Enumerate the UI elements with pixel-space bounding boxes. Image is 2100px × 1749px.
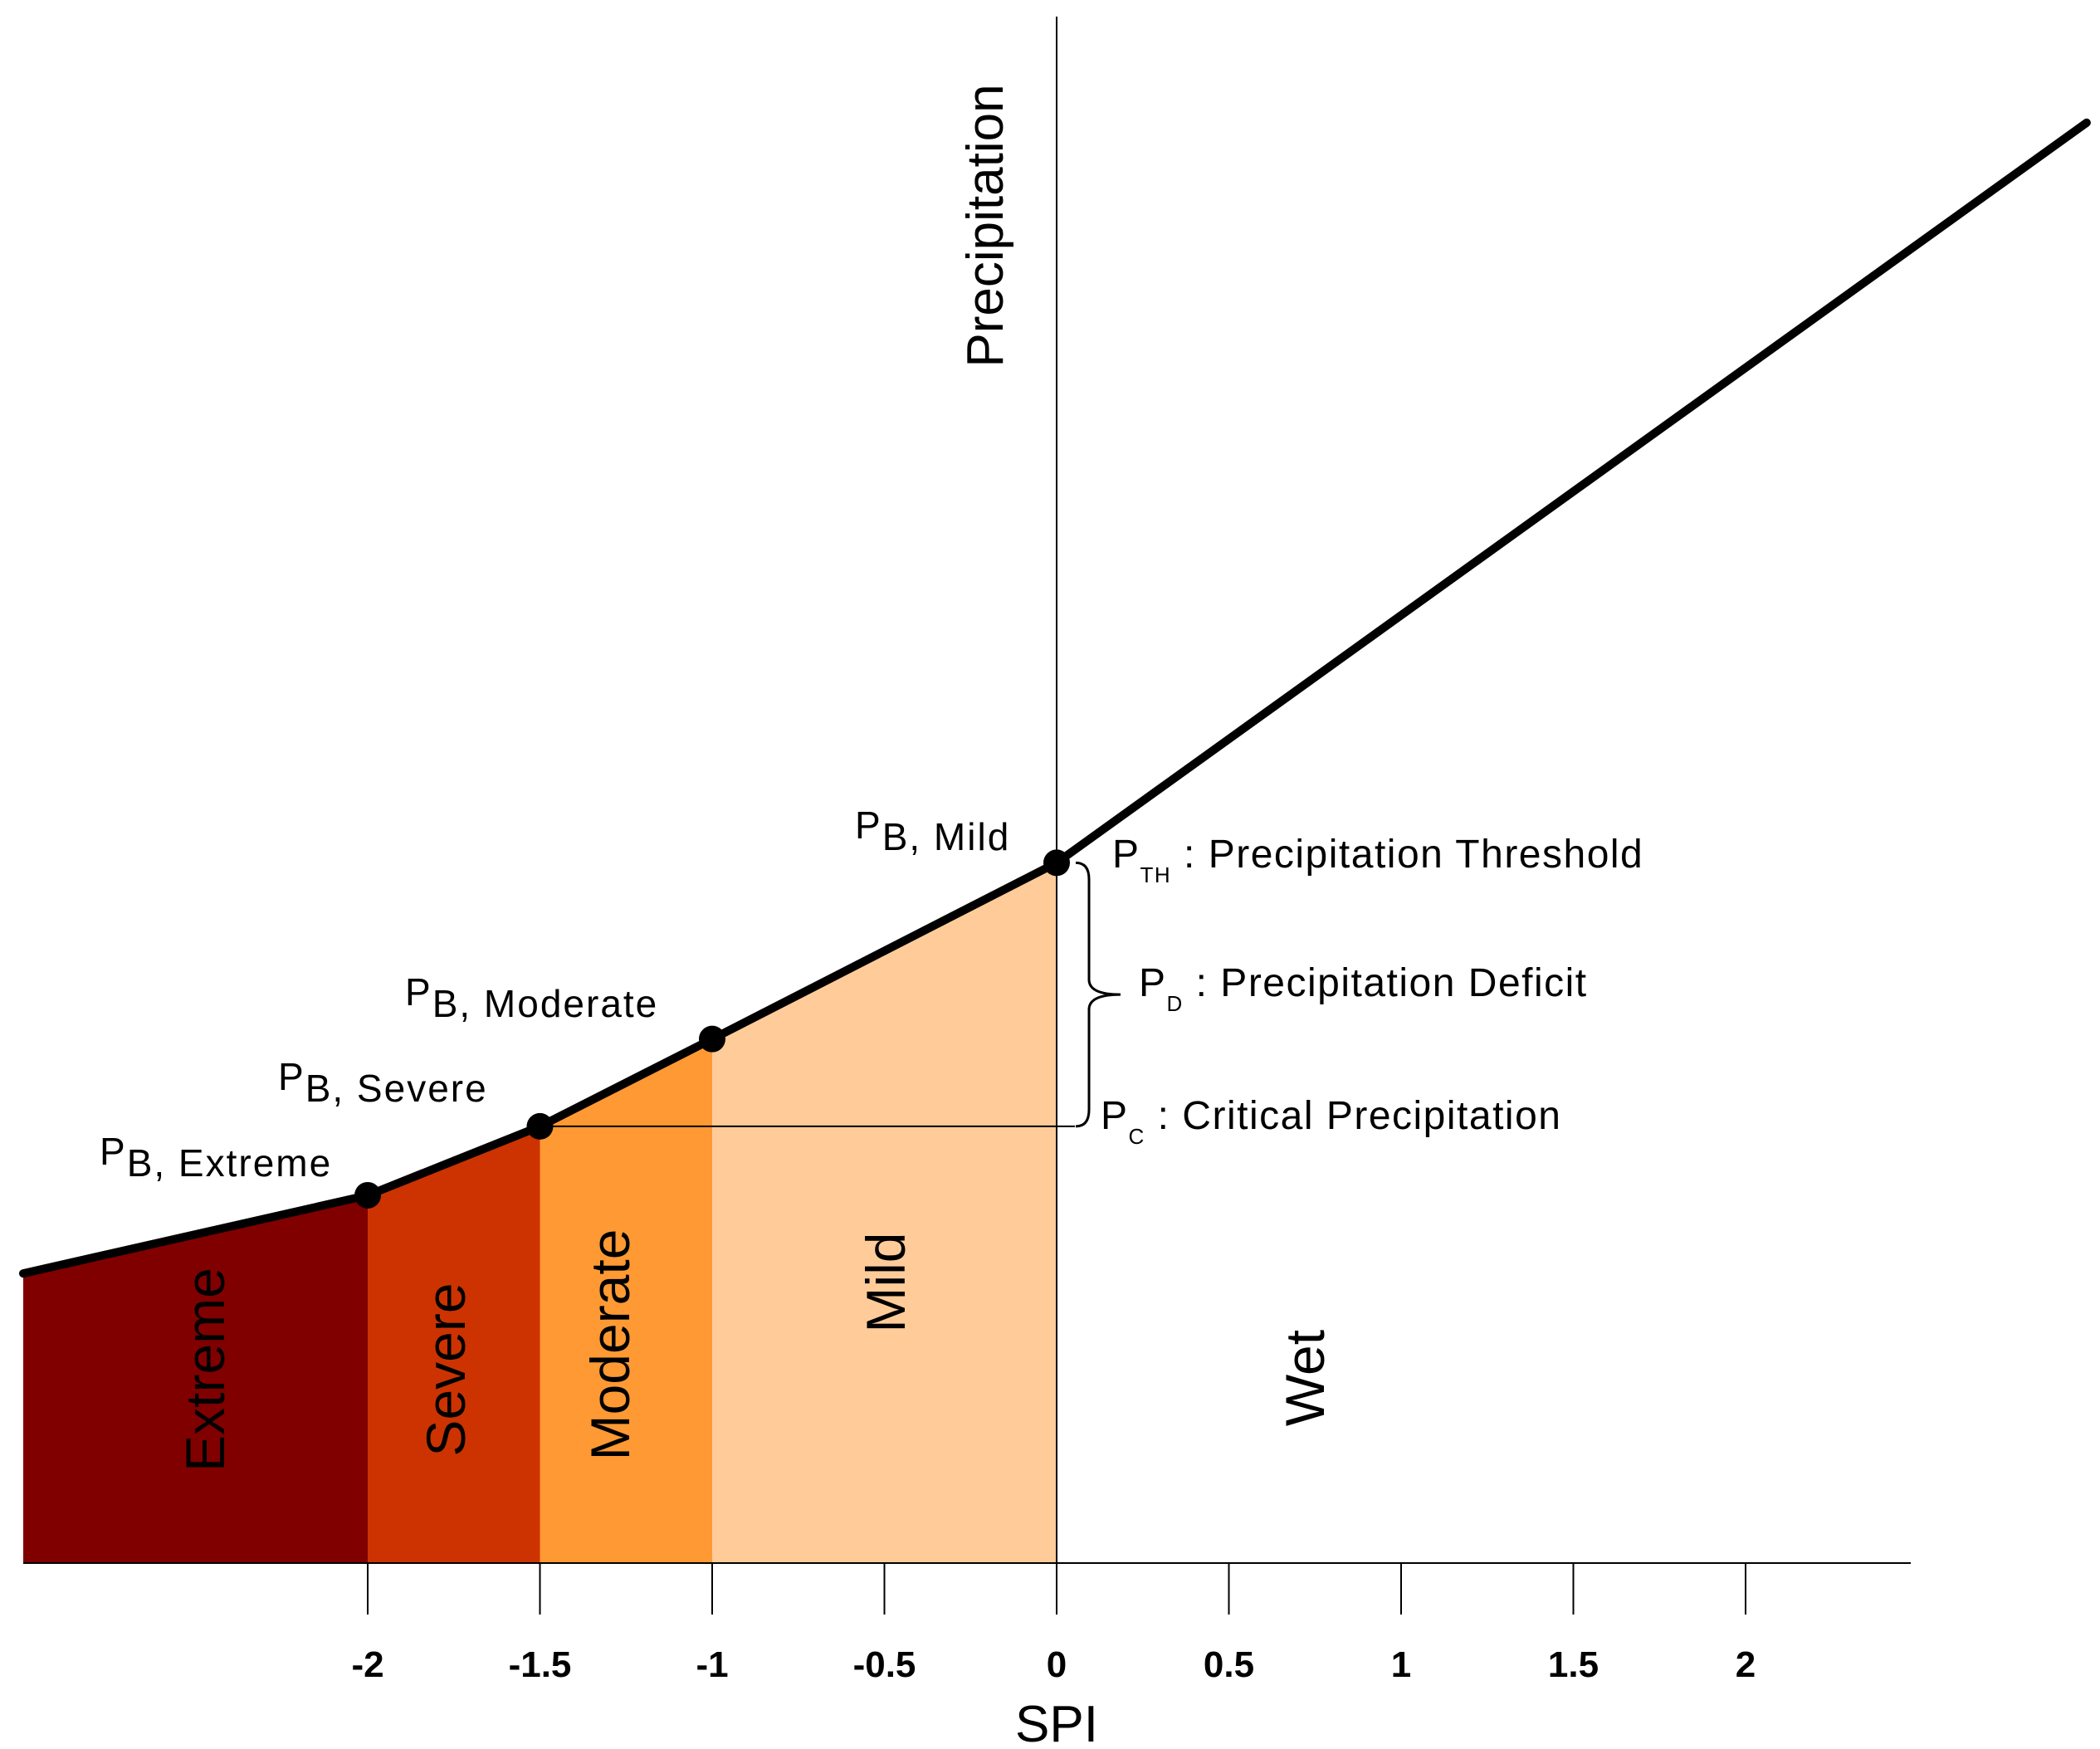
threshold-annotation: PTH : Precipitation Threshold xyxy=(1112,833,1643,887)
region-label-extreme: Extreme xyxy=(174,1268,236,1472)
breakpoint-marker-moderate xyxy=(699,1025,725,1053)
breakpoint-marker-severe xyxy=(526,1112,554,1140)
region-severe xyxy=(368,1126,540,1563)
x-tick-label: -1 xyxy=(696,1644,728,1685)
x-tick-label: -2 xyxy=(351,1644,383,1685)
region-mild xyxy=(712,862,1057,1563)
region-moderate xyxy=(540,1038,712,1563)
region-label-mild: Mild xyxy=(855,1232,916,1332)
breakpoint-marker-mild xyxy=(1043,849,1070,877)
x-tick-label: 2 xyxy=(1736,1644,1756,1685)
deficit-annotation: PD : Precipitation Deficit xyxy=(1139,961,1588,1016)
breakpoint-label: PB, Severe xyxy=(278,1055,488,1110)
x-tick-label: -1.5 xyxy=(509,1644,572,1685)
precipitation-curve xyxy=(19,118,2091,1278)
critical-annotation: PC : Critical Precipitation xyxy=(1101,1094,1561,1149)
x-tick-label: 0 xyxy=(1047,1644,1067,1685)
labels: Extreme Severe Moderate Mild Wet -2 -1.5 -1 -0.5… xyxy=(100,84,1756,1749)
region-label-moderate: Moderate xyxy=(579,1229,641,1461)
region-label-wet: Wet xyxy=(1274,1330,1336,1426)
deficit-brace xyxy=(1075,861,1121,1128)
drought-regions xyxy=(23,862,1057,1563)
region-label-severe: Severe xyxy=(415,1282,476,1456)
x-axis-title: SPI xyxy=(1015,1696,1098,1749)
axes xyxy=(23,17,1911,1615)
x-tick-label: 1.5 xyxy=(1548,1644,1599,1685)
y-axis-title: Precipitation xyxy=(957,84,1014,367)
region-extreme xyxy=(23,1195,368,1563)
x-tick-label: 1 xyxy=(1391,1644,1411,1685)
breakpoint-label: PB, Moderate xyxy=(405,970,658,1025)
breakpoint-label: PB, Extreme xyxy=(100,1130,332,1185)
breakpoint-marker-extreme xyxy=(354,1181,381,1209)
x-tick-label: -0.5 xyxy=(853,1644,916,1685)
breakpoint-label: PB, Mild xyxy=(855,804,1010,858)
x-tick-label: 0.5 xyxy=(1204,1644,1254,1685)
precipitation-curve-layer xyxy=(19,118,2091,1278)
